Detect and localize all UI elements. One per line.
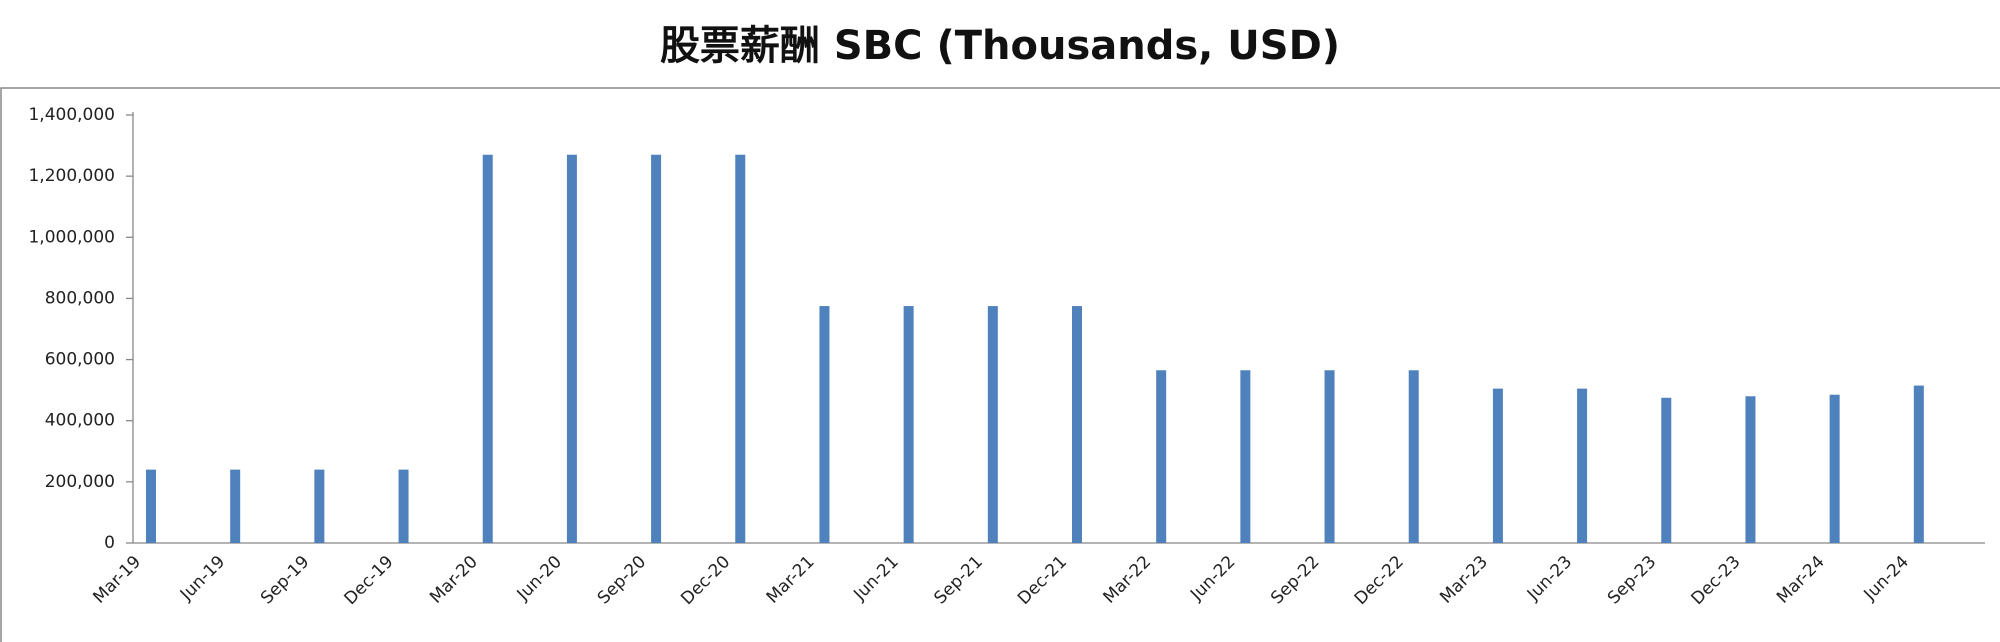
bar	[1240, 370, 1251, 543]
x-tick-label: Jun-22	[1186, 552, 1239, 605]
bar	[1408, 370, 1419, 543]
x-tick-label: Sep-21	[930, 552, 986, 608]
x-tick-label: Dec-23	[1687, 552, 1744, 609]
bar	[1745, 396, 1756, 543]
x-tick-label: Jun-21	[849, 552, 902, 605]
x-tick-label: Jun-23	[1523, 552, 1576, 605]
x-tick-label: Mar-22	[1100, 552, 1156, 608]
y-tick-label: 800,000	[45, 288, 115, 308]
bar	[482, 154, 493, 543]
x-tick-label: Mar-23	[1436, 552, 1492, 608]
y-tick-label: 600,000	[45, 350, 115, 370]
bar	[651, 154, 662, 543]
bar	[314, 469, 325, 543]
bar	[1661, 397, 1672, 543]
y-tick-label: 400,000	[45, 411, 115, 431]
x-tick-label: Sep-22	[1267, 552, 1323, 608]
bar	[1492, 388, 1503, 543]
bar	[903, 306, 914, 543]
x-tick-label: Dec-20	[677, 552, 734, 609]
x-tick-label: Jun-24	[1860, 552, 1913, 605]
y-tick-label: 1,400,000	[28, 105, 115, 125]
bar	[1156, 370, 1167, 543]
x-tick-label: Mar-24	[1773, 552, 1829, 608]
bar	[1324, 370, 1335, 543]
x-tick-label: Mar-20	[426, 552, 482, 608]
y-tick-label: 1,000,000	[28, 227, 115, 247]
bar	[566, 154, 577, 543]
x-tick-label: Dec-19	[341, 552, 398, 609]
bar	[987, 306, 998, 543]
y-tick-label: 200,000	[45, 472, 115, 492]
x-tick-label: Jun-19	[176, 552, 229, 605]
x-tick-label: Mar-19	[89, 552, 145, 608]
bar	[1913, 385, 1924, 543]
x-tick-label: Sep-23	[1604, 552, 1660, 608]
bar	[1577, 388, 1588, 543]
bar	[735, 154, 746, 543]
bar	[1829, 394, 1840, 543]
bar	[146, 469, 156, 543]
y-tick-label: 0	[104, 533, 115, 553]
x-tick-label: Sep-19	[257, 552, 313, 608]
bar	[398, 469, 409, 543]
bar	[230, 469, 241, 543]
y-tick-label: 1,200,000	[28, 166, 115, 186]
x-tick-label: Dec-22	[1351, 552, 1408, 609]
bar	[1072, 306, 1082, 543]
x-tick-label: Dec-21	[1014, 552, 1071, 609]
chart-frame	[0, 87, 2000, 642]
x-tick-label: Sep-20	[594, 552, 650, 608]
bar	[819, 306, 830, 543]
x-tick-label: Mar-21	[763, 552, 819, 608]
chart-title: 股票薪酬 SBC (Thousands, USD)	[660, 23, 1340, 69]
x-tick-label: Jun-20	[513, 552, 566, 605]
